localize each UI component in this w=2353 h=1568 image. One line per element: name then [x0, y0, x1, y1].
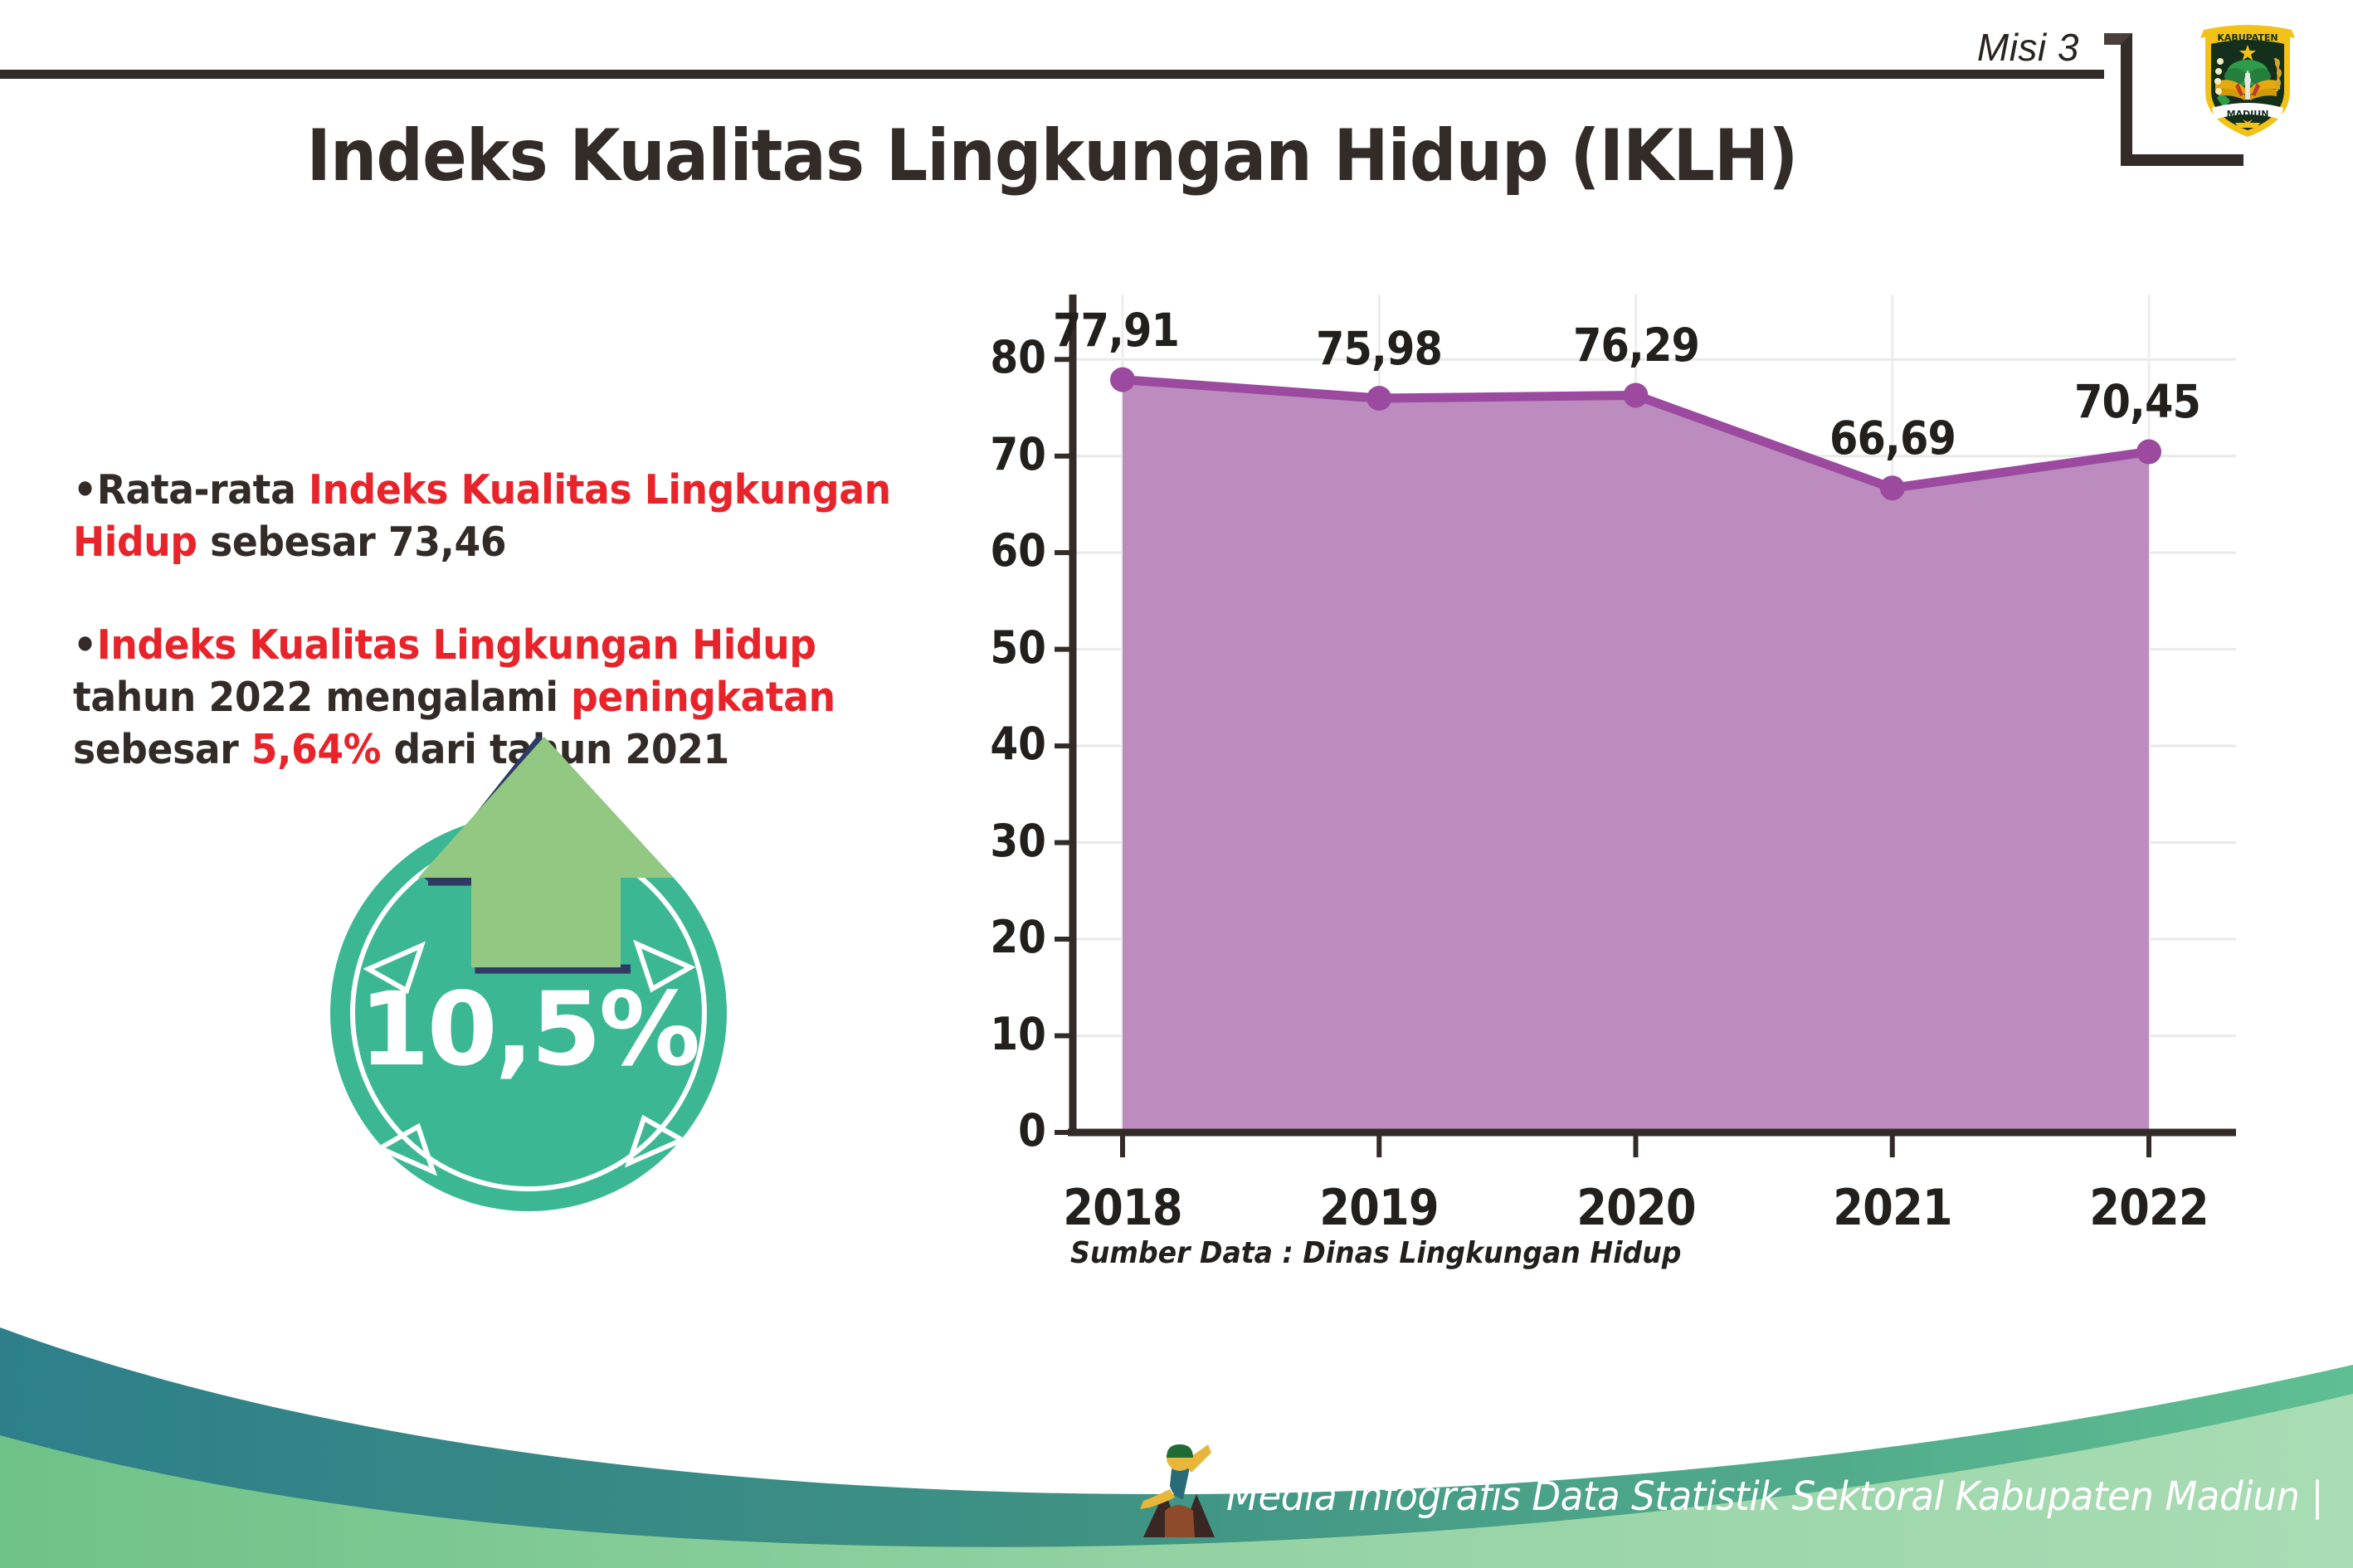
- chart-y-tick-label: 70: [990, 427, 1046, 480]
- chart-x-tick-label: 2019: [1319, 1179, 1440, 1237]
- chart-y-tick-label: 0: [1018, 1104, 1046, 1157]
- page-title: Indeks Kualitas Lingkungan Hidup (IKLH): [306, 114, 1798, 197]
- chart-data-point: [1366, 386, 1392, 411]
- bullet-item-1: •Indeks Kualitas Lingkungan Hidup tahun …: [73, 621, 835, 773]
- footer-wave-decoration: [0, 1327, 2353, 1568]
- chart-y-tick-label: 20: [990, 911, 1046, 964]
- chart-data-label: 76,29: [1572, 319, 1699, 373]
- badge-tick-bottom-right-icon: [625, 1114, 687, 1168]
- chart-source-note: Sumber Data : Dinas Lingkungan Hidup: [1070, 1236, 1682, 1270]
- badge-tick-bottom-left-icon: [375, 1122, 437, 1176]
- chart-area-fill: [1123, 379, 2149, 1132]
- bullet-list: •Rata-rata Indeks Kualitas Lingkungan Hi…: [73, 465, 961, 777]
- chart-y-tick-label: 30: [990, 814, 1046, 867]
- media-infografis-logo-icon: [1140, 1444, 1215, 1537]
- chart-y-ticks: [1055, 357, 1073, 1135]
- chart-data-label: 77,91: [1052, 303, 1180, 357]
- footer-caption: Media Infografis Data Statistik Sektoral…: [1226, 1473, 2324, 1520]
- badge-percentage-value: 10,5%: [358, 971, 700, 1088]
- up-arrow-icon: [418, 735, 674, 974]
- svg-text:MADIUN: MADIUN: [2227, 109, 2269, 119]
- chart-x-tick-label: 2020: [1576, 1179, 1696, 1237]
- chart-data-label: 70,45: [2073, 375, 2201, 429]
- chart-x-tick-label: 2018: [1063, 1179, 1182, 1237]
- bullet-item-0: •Rata-rata Indeks Kualitas Lingkungan Hi…: [73, 466, 891, 566]
- chart-axes: [1068, 295, 2236, 1137]
- badge-tick-top-left-icon: [363, 941, 426, 995]
- kabupaten-madiun-emblem-icon: KABUPATEN MADIUN: [2200, 25, 2295, 137]
- chart-data-markers: [1110, 367, 2161, 501]
- badge-tick-top-right-icon: [633, 939, 695, 993]
- svg-text:KABUPATEN: KABUPATEN: [2217, 32, 2277, 43]
- misi-label: Misi 3: [1976, 26, 2079, 69]
- chart-data-point: [1623, 382, 1649, 408]
- chart-x-tick-label: 2022: [2089, 1179, 2209, 1237]
- chart-y-tick-label: 50: [990, 621, 1046, 674]
- chart-data-label: 75,98: [1316, 322, 1443, 376]
- chart-area-series: [1118, 375, 2154, 1132]
- chart-data-point: [2136, 439, 2161, 465]
- chart-canvas: [1055, 295, 2236, 1157]
- iklh-area-chart: 0 10 20 30 40 50 60 70 80 2018 2019 2020 2021 2022 7…: [975, 286, 2236, 1237]
- corner-bracket-decoration: [2104, 33, 2243, 166]
- chart-data-point: [1110, 367, 1135, 392]
- chart-data-point: [1879, 475, 1905, 501]
- chart-x-ticks: [1120, 1132, 2151, 1157]
- header-divider-line: [0, 70, 2104, 79]
- chart-y-tick-label: 60: [990, 524, 1046, 577]
- chart-y-tick-label: 10: [990, 1007, 1046, 1060]
- chart-y-tick-label: 40: [990, 718, 1046, 771]
- chart-data-label: 66,69: [1829, 411, 1956, 465]
- chart-x-tick-label: 2021: [1833, 1179, 1952, 1237]
- chart-y-tick-label: 80: [990, 331, 1046, 384]
- increase-badge: 10,5%: [315, 730, 797, 1211]
